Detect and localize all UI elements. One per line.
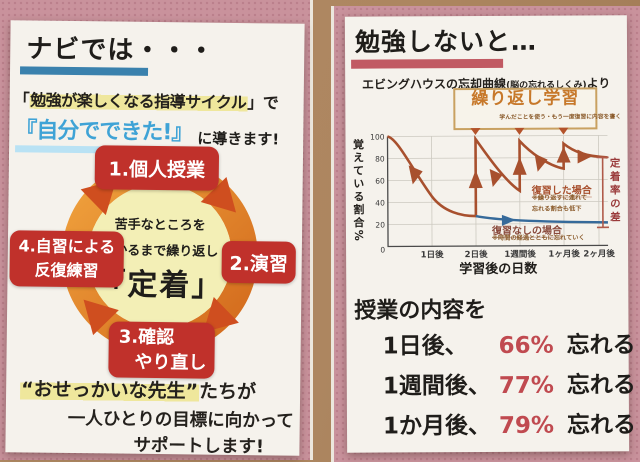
stat-row-1day: 1日後、 66% 忘れる bbox=[382, 325, 636, 360]
open-bracket: 「 bbox=[13, 90, 30, 110]
stat-percent: 66% bbox=[498, 332, 554, 359]
footer-rest: たちが bbox=[198, 380, 257, 404]
right-poster-title: 勉強しないと… bbox=[354, 26, 538, 57]
red-underline-bar bbox=[351, 58, 504, 69]
footer-line2: 一人ひとりの目標に向かって bbox=[67, 408, 294, 432]
with-review-note-line1: ※繰り返すに連れて bbox=[531, 194, 588, 202]
with-review-note-line2: 忘れる割合も低下 bbox=[531, 205, 582, 213]
forgetting-curve-chart: 100 80 60 40 20 0 1日後 2日後 1週間後 1ヶ月後 2ヶ月後… bbox=[370, 127, 616, 277]
repeated-learning-title: 繰り返し学習 bbox=[471, 88, 580, 110]
stat-verb: 忘れる bbox=[566, 412, 637, 439]
svg-text:1日後: 1日後 bbox=[421, 249, 444, 260]
repeated-learning-subtitle: 学んだことを使う・もう一度復習に内容を書く bbox=[499, 113, 622, 121]
cycle-arrowhead-se-icon bbox=[203, 297, 239, 333]
stat-when: 1日後、 bbox=[382, 333, 468, 360]
without-review-arrow-icon bbox=[501, 214, 516, 226]
teaching-cycle-line: 「勉強が楽しくなる指導サイクル」で bbox=[14, 86, 279, 113]
y-axis-title: 覚えている割合% bbox=[351, 138, 366, 243]
svg-text:0: 0 bbox=[380, 246, 385, 255]
cycle-center-circle bbox=[87, 184, 232, 329]
step2-label: 2.演習 bbox=[229, 252, 289, 276]
cycle-arrowhead-ne-icon bbox=[200, 176, 237, 213]
stat-when: 1か月後、 bbox=[382, 412, 492, 440]
svg-text:20: 20 bbox=[375, 221, 385, 230]
left-poster: ナビでは・・・ 「勉強が楽しくなる指導サイクル」で 『自分でできた!』 に導きま… bbox=[5, 20, 305, 458]
with-review-arrows-icon bbox=[408, 146, 592, 189]
chart-axes bbox=[386, 136, 609, 248]
cycle-arrowhead-sw-icon bbox=[83, 299, 119, 336]
close-bracket: 」で bbox=[247, 93, 279, 113]
cycle-step2-box: 2.演習 bbox=[221, 240, 296, 284]
y-axis-ticks: 100 80 60 40 20 0 bbox=[370, 133, 385, 255]
chart-gridlines bbox=[387, 134, 608, 247]
svg-text:60: 60 bbox=[375, 177, 385, 186]
svg-text:1ヶ月後: 1ヶ月後 bbox=[548, 249, 580, 260]
cycle-step3-box: 3.確認 やり直し bbox=[108, 321, 215, 379]
step4-line1: 4.自習による bbox=[18, 236, 116, 257]
svg-text:2日後: 2日後 bbox=[465, 249, 488, 260]
svg-text:100: 100 bbox=[370, 133, 385, 142]
stats-heading: 授業の内容を bbox=[354, 298, 487, 324]
repeat-connector-arrows-icon bbox=[470, 127, 569, 136]
retention-gap-label: 定着率の差 bbox=[608, 157, 621, 225]
stat-row-1week: 1週間後、 77% 忘れる bbox=[383, 365, 636, 400]
footer-line1: “おせっかいな先生”たちが bbox=[20, 374, 256, 404]
meddlesome-teachers-quote: “おせっかいな先生” bbox=[20, 378, 200, 403]
stat-percent: 77% bbox=[498, 372, 554, 399]
without-review-note-line: ※時間の経過とともに忘れていく bbox=[492, 234, 585, 242]
svg-text:80: 80 bbox=[375, 155, 385, 164]
stat-row-1month: 1か月後、 79% 忘れる bbox=[383, 405, 636, 440]
highlighted-teaching-cycle: 勉強が楽しくなる指導サイクル bbox=[29, 90, 248, 113]
x-axis-title: 学習後の日数 bbox=[459, 261, 538, 277]
with-review-curve bbox=[386, 135, 608, 218]
left-poster-title: ナビでは・・・ bbox=[26, 34, 216, 67]
cycle-step4-box: 4.自習による 反復練習 bbox=[9, 230, 125, 288]
blue-underline-bar bbox=[19, 66, 149, 76]
stat-verb: 忘れる bbox=[566, 372, 636, 399]
x-axis-ticks: 1日後 2日後 1週間後 1ヶ月後 2ヶ月後 bbox=[421, 248, 616, 260]
stat-percent: 79% bbox=[498, 412, 555, 439]
stat-when: 1週間後、 bbox=[382, 372, 491, 400]
repeated-learning-box: 繰り返し学習 学んだことを使う・もう一度復習に内容を書く bbox=[453, 87, 621, 131]
step4-line2: 反復練習 bbox=[34, 260, 99, 281]
right-poster: 勉強しないと… エビングハウスの忘却曲線(脳の忘れるしくみ)より 繰り返し学習 … bbox=[344, 15, 636, 453]
step1-label: 1.個人授業 bbox=[108, 157, 206, 182]
step3-line2: やり直し bbox=[134, 351, 207, 374]
cycle-step1-box: 1.個人授業 bbox=[94, 145, 220, 191]
without-review-curve bbox=[475, 214, 608, 224]
svg-text:2ヶ月後: 2ヶ月後 bbox=[583, 248, 615, 259]
svg-text:1週間後: 1週間後 bbox=[504, 249, 536, 260]
svg-text:40: 40 bbox=[375, 199, 385, 208]
retention-gap-bracket-icon bbox=[596, 156, 609, 229]
footer-line3: サポートします! bbox=[133, 435, 265, 458]
stat-verb: 忘れる bbox=[566, 332, 636, 359]
step3-line1: 3.確認 bbox=[118, 326, 175, 349]
